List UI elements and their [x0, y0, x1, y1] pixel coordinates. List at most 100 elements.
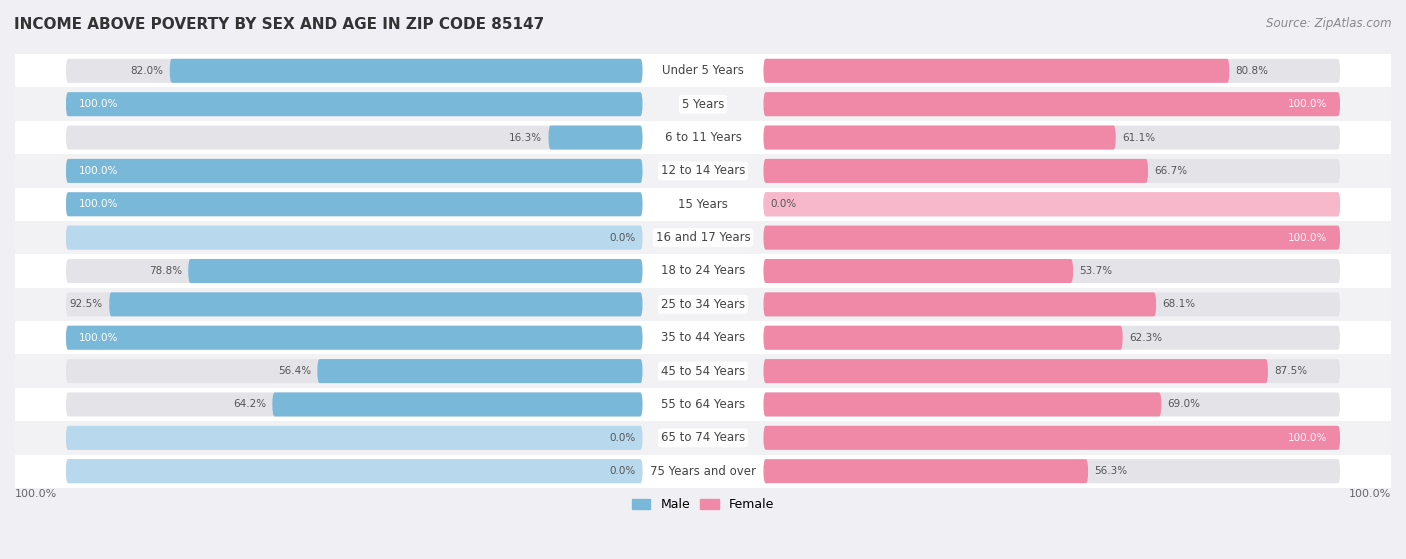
Text: 100.0%: 100.0%: [79, 166, 118, 176]
Text: 53.7%: 53.7%: [1080, 266, 1112, 276]
Text: 100.0%: 100.0%: [79, 99, 118, 109]
FancyBboxPatch shape: [763, 226, 1340, 250]
FancyBboxPatch shape: [66, 426, 643, 450]
FancyBboxPatch shape: [763, 426, 1340, 450]
FancyBboxPatch shape: [188, 259, 643, 283]
Text: 92.5%: 92.5%: [70, 300, 103, 309]
Text: 100.0%: 100.0%: [15, 489, 58, 499]
FancyBboxPatch shape: [15, 121, 1391, 154]
FancyBboxPatch shape: [66, 259, 643, 283]
Text: 16.3%: 16.3%: [509, 132, 543, 143]
Text: 82.0%: 82.0%: [131, 66, 163, 76]
Text: 55 to 64 Years: 55 to 64 Years: [661, 398, 745, 411]
FancyBboxPatch shape: [66, 159, 643, 183]
Text: 25 to 34 Years: 25 to 34 Years: [661, 298, 745, 311]
FancyBboxPatch shape: [66, 426, 643, 450]
FancyBboxPatch shape: [15, 421, 1391, 454]
Legend: Male, Female: Male, Female: [627, 493, 779, 517]
Text: 56.4%: 56.4%: [278, 366, 311, 376]
FancyBboxPatch shape: [763, 392, 1340, 416]
FancyBboxPatch shape: [15, 321, 1391, 354]
FancyBboxPatch shape: [763, 92, 1340, 116]
Text: 61.1%: 61.1%: [1122, 132, 1156, 143]
FancyBboxPatch shape: [66, 326, 643, 350]
FancyBboxPatch shape: [15, 88, 1391, 121]
Text: 5 Years: 5 Years: [682, 98, 724, 111]
Text: 35 to 44 Years: 35 to 44 Years: [661, 331, 745, 344]
FancyBboxPatch shape: [763, 392, 1161, 416]
FancyBboxPatch shape: [763, 459, 1088, 483]
FancyBboxPatch shape: [318, 359, 643, 383]
FancyBboxPatch shape: [763, 359, 1340, 383]
FancyBboxPatch shape: [273, 392, 643, 416]
FancyBboxPatch shape: [66, 459, 643, 483]
Text: 66.7%: 66.7%: [1154, 166, 1188, 176]
Text: 68.1%: 68.1%: [1163, 300, 1195, 309]
FancyBboxPatch shape: [763, 192, 1340, 216]
FancyBboxPatch shape: [66, 59, 643, 83]
FancyBboxPatch shape: [763, 292, 1340, 316]
FancyBboxPatch shape: [763, 459, 1340, 483]
FancyBboxPatch shape: [66, 226, 643, 250]
FancyBboxPatch shape: [15, 254, 1391, 288]
Text: INCOME ABOVE POVERTY BY SEX AND AGE IN ZIP CODE 85147: INCOME ABOVE POVERTY BY SEX AND AGE IN Z…: [14, 17, 544, 32]
FancyBboxPatch shape: [66, 126, 643, 150]
Text: 100.0%: 100.0%: [1288, 433, 1327, 443]
Text: 100.0%: 100.0%: [1348, 489, 1391, 499]
Text: 12 to 14 Years: 12 to 14 Years: [661, 164, 745, 177]
Text: 62.3%: 62.3%: [1129, 333, 1163, 343]
Text: 100.0%: 100.0%: [79, 199, 118, 209]
Text: 100.0%: 100.0%: [1288, 233, 1327, 243]
Text: 0.0%: 0.0%: [610, 233, 636, 243]
FancyBboxPatch shape: [15, 54, 1391, 88]
FancyBboxPatch shape: [66, 359, 643, 383]
Text: 80.8%: 80.8%: [1236, 66, 1268, 76]
FancyBboxPatch shape: [763, 159, 1340, 183]
FancyBboxPatch shape: [763, 59, 1229, 83]
FancyBboxPatch shape: [110, 292, 643, 316]
FancyBboxPatch shape: [763, 226, 1340, 250]
FancyBboxPatch shape: [763, 126, 1116, 150]
FancyBboxPatch shape: [548, 126, 643, 150]
FancyBboxPatch shape: [66, 392, 643, 416]
Text: Source: ZipAtlas.com: Source: ZipAtlas.com: [1267, 17, 1392, 30]
FancyBboxPatch shape: [66, 192, 643, 216]
FancyBboxPatch shape: [763, 326, 1122, 350]
Text: 100.0%: 100.0%: [79, 333, 118, 343]
Text: Under 5 Years: Under 5 Years: [662, 64, 744, 77]
Text: 78.8%: 78.8%: [149, 266, 181, 276]
FancyBboxPatch shape: [763, 192, 1340, 216]
FancyBboxPatch shape: [15, 288, 1391, 321]
FancyBboxPatch shape: [66, 226, 643, 250]
Text: 0.0%: 0.0%: [610, 433, 636, 443]
FancyBboxPatch shape: [763, 92, 1340, 116]
FancyBboxPatch shape: [66, 326, 643, 350]
Text: 45 to 54 Years: 45 to 54 Years: [661, 364, 745, 377]
FancyBboxPatch shape: [66, 159, 643, 183]
FancyBboxPatch shape: [15, 154, 1391, 188]
FancyBboxPatch shape: [15, 454, 1391, 488]
Text: 100.0%: 100.0%: [1288, 99, 1327, 109]
Text: 6 to 11 Years: 6 to 11 Years: [665, 131, 741, 144]
Text: 18 to 24 Years: 18 to 24 Years: [661, 264, 745, 277]
FancyBboxPatch shape: [15, 221, 1391, 254]
FancyBboxPatch shape: [763, 126, 1340, 150]
FancyBboxPatch shape: [15, 354, 1391, 388]
FancyBboxPatch shape: [66, 459, 643, 483]
Text: 0.0%: 0.0%: [610, 466, 636, 476]
Text: 64.2%: 64.2%: [233, 400, 266, 409]
Text: 56.3%: 56.3%: [1094, 466, 1128, 476]
FancyBboxPatch shape: [763, 426, 1340, 450]
Text: 16 and 17 Years: 16 and 17 Years: [655, 231, 751, 244]
Text: 69.0%: 69.0%: [1168, 400, 1201, 409]
FancyBboxPatch shape: [15, 188, 1391, 221]
FancyBboxPatch shape: [763, 159, 1149, 183]
FancyBboxPatch shape: [66, 92, 643, 116]
FancyBboxPatch shape: [763, 59, 1340, 83]
FancyBboxPatch shape: [170, 59, 643, 83]
FancyBboxPatch shape: [15, 388, 1391, 421]
Text: 75 Years and over: 75 Years and over: [650, 465, 756, 478]
FancyBboxPatch shape: [763, 326, 1340, 350]
Text: 15 Years: 15 Years: [678, 198, 728, 211]
FancyBboxPatch shape: [66, 192, 643, 216]
